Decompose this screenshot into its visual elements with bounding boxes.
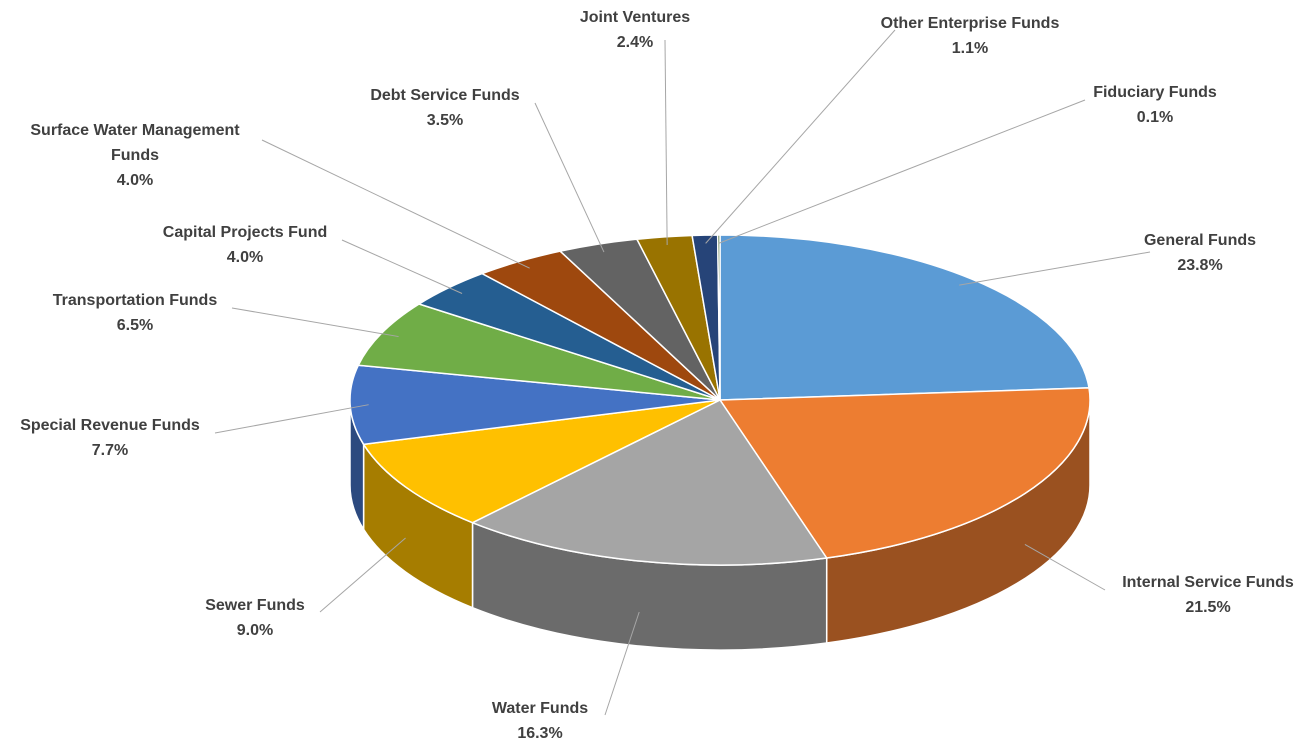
slice (470, 399, 828, 566)
leader-line (1024, 544, 1106, 591)
value-label: 7.7% (92, 442, 128, 459)
category-label: Surface Water Management Funds (30, 122, 240, 164)
value-label: 23.8% (1177, 257, 1222, 274)
category-label: Special Revenue Funds (20, 417, 200, 434)
leader-line (604, 611, 640, 716)
leader-line (718, 99, 1086, 244)
leader-line (664, 39, 668, 246)
category-label: General Funds (1144, 232, 1256, 249)
category-label: Sewer Funds (205, 597, 305, 614)
value-label: 16.3% (517, 725, 562, 742)
value-label: 6.5% (117, 317, 153, 334)
value-label: 4.0% (227, 249, 263, 266)
leader-line (231, 307, 399, 338)
category-label: Water Funds (492, 700, 588, 717)
slice (716, 234, 721, 401)
leader-line (705, 29, 896, 244)
slice (719, 234, 1090, 401)
category-label: Debt Service Funds (370, 87, 519, 104)
slice (362, 399, 721, 524)
leader-line (341, 239, 463, 294)
category-label: Fiduciary Funds (1093, 84, 1217, 101)
leader-line (959, 251, 1151, 286)
leader-line (261, 139, 530, 269)
value-label: 2.4% (617, 34, 653, 51)
leader-line (319, 537, 406, 613)
slice (349, 364, 721, 446)
value-label: 0.1% (1137, 109, 1173, 126)
value-label: 9.0% (237, 622, 273, 639)
leader-line (534, 102, 605, 253)
leader-line (214, 404, 369, 434)
value-label: 1.1% (952, 40, 988, 57)
category-label: Joint Ventures (580, 9, 690, 26)
leaders (214, 29, 1151, 716)
category-label: Capital Projects Fund (163, 224, 327, 241)
category-label: Internal Service Funds (1122, 574, 1294, 591)
slice (718, 387, 1091, 559)
value-label: 3.5% (427, 112, 463, 129)
value-label: 4.0% (117, 172, 153, 189)
pie-tops (349, 234, 1091, 566)
category-label: Other Enterprise Funds (881, 15, 1060, 32)
value-label: 21.5% (1185, 599, 1230, 616)
pie-sides (349, 399, 1091, 651)
category-label: Transportation Funds (53, 292, 218, 309)
